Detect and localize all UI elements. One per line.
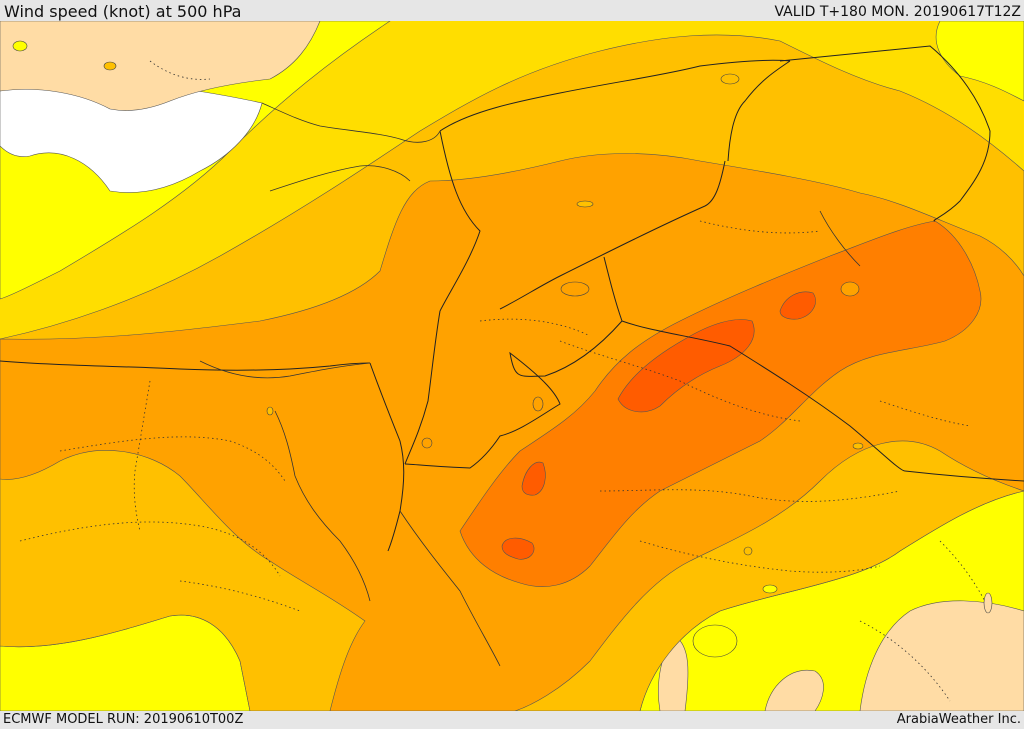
band-very-strong bbox=[459, 220, 982, 587]
light-region-southeast bbox=[859, 600, 1024, 711]
header-bar: Wind speed (knot) at 500 hPa VALID T+180… bbox=[0, 0, 1024, 21]
internal-boundaries bbox=[19, 60, 991, 702]
islands bbox=[12, 40, 993, 658]
country-borders bbox=[0, 45, 1024, 552]
light-region-northwest bbox=[0, 21, 321, 111]
light-region-south-2 bbox=[764, 669, 824, 711]
footer-bar: ECMWF MODEL RUN: 20190610T00Z ArabiaWeat… bbox=[0, 711, 1024, 729]
wind-speed-map bbox=[0, 21, 1024, 711]
coastlines bbox=[199, 102, 861, 667]
valid-time: VALID T+180 MON. 20190617T12Z bbox=[774, 4, 1021, 20]
band-max-4 bbox=[501, 537, 535, 560]
band-max bbox=[617, 319, 755, 413]
map-title: Wind speed (knot) at 500 hPa bbox=[4, 2, 242, 21]
credit-label: ArabiaWeather Inc. bbox=[896, 712, 1021, 727]
band-max-3 bbox=[521, 461, 546, 496]
band-max-2 bbox=[779, 291, 816, 320]
model-run: ECMWF MODEL RUN: 20190610T00Z bbox=[3, 712, 244, 727]
